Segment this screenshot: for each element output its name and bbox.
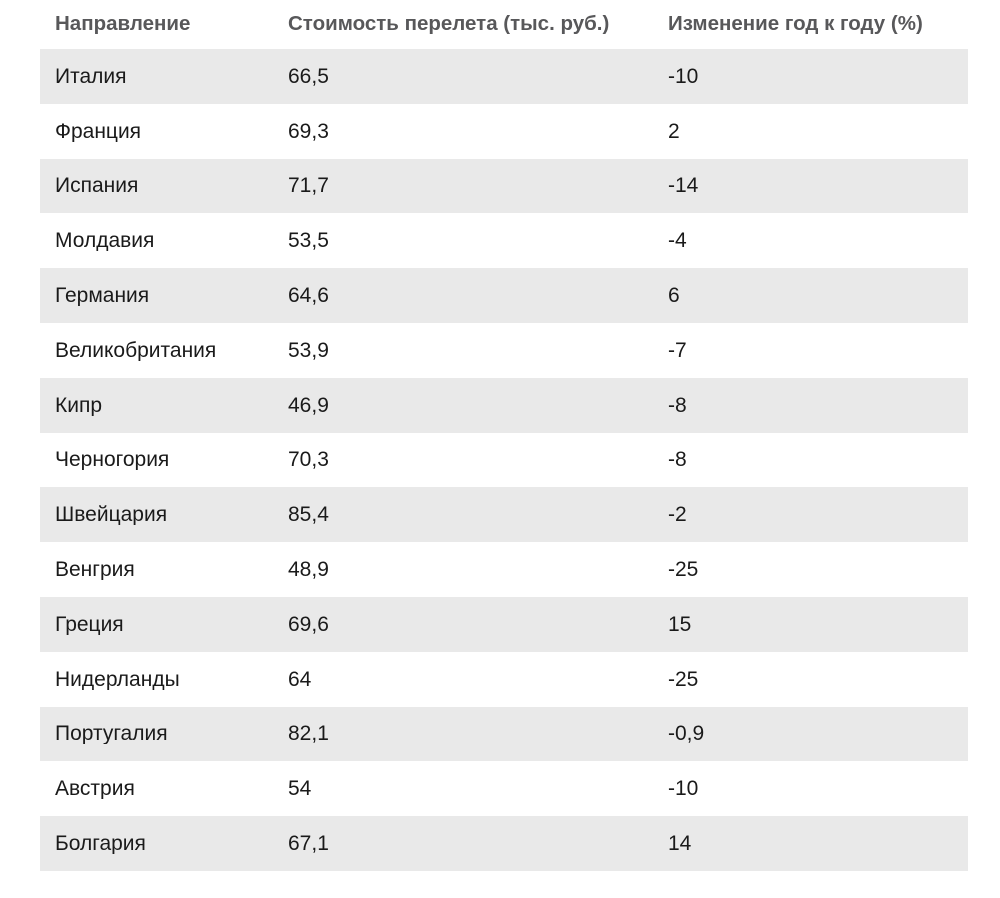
table-row: Молдавия 53,5 -4 <box>40 213 968 269</box>
cell-cost: 69,6 <box>288 613 329 635</box>
cell-cost: 66,5 <box>288 65 329 87</box>
column-header-destination: Направление <box>55 14 191 35</box>
cell-cost: 67,1 <box>288 833 329 855</box>
cell-cost: 53,5 <box>288 230 329 252</box>
cell-change: -8 <box>668 394 687 416</box>
column-header-cost: Стоимость перелета (тыс. руб.) <box>288 14 610 35</box>
cell-change: 14 <box>668 833 692 855</box>
column-header-change: Изменение год к году (%) <box>668 14 923 35</box>
cell-cost: 46,9 <box>288 394 329 416</box>
table-row: Нидерланды 64 -25 <box>40 651 968 707</box>
cell-change: 2 <box>668 120 680 142</box>
cell-destination: Греция <box>55 613 124 635</box>
table-row: Греция 69,6 15 <box>40 596 968 652</box>
table-row: Испания 71,7 -14 <box>40 158 968 214</box>
table-row: Португалия 82,1 -0,9 <box>40 706 968 762</box>
table-row: Франция 69,3 2 <box>40 103 968 159</box>
cell-cost: 70,3 <box>288 449 329 471</box>
cell-destination: Болгария <box>55 833 146 855</box>
cell-destination: Италия <box>55 65 127 87</box>
table-body: Италия 66,5 -10 Франция 69,3 2 Испания 71,7 -14 М… <box>40 49 968 871</box>
table-row: Германия 64,6 6 <box>40 268 968 323</box>
table-header-row: Направление Стоимость перелета (тыс. руб… <box>40 0 968 49</box>
cell-change: -4 <box>668 230 687 252</box>
cell-destination: Австрия <box>55 778 135 800</box>
cell-change: -0,9 <box>668 723 705 745</box>
table-row: Австрия 54 -10 <box>40 761 968 817</box>
table-row: Швейцария 85,4 -2 <box>40 487 968 543</box>
cell-destination: Португалия <box>55 723 168 745</box>
cell-cost: 64 <box>288 668 312 690</box>
cell-change: 15 <box>668 613 692 635</box>
cell-change: -7 <box>668 339 687 361</box>
cell-destination: Великобритания <box>55 339 217 361</box>
table-row: Кипр 46,9 -8 <box>40 377 968 433</box>
cell-destination: Кипр <box>55 394 103 416</box>
cell-cost: 69,3 <box>288 120 329 142</box>
cell-cost: 64,6 <box>288 285 329 307</box>
cell-change: 6 <box>668 285 680 307</box>
cell-cost: 71,7 <box>288 175 329 197</box>
cell-cost: 53,9 <box>288 339 329 361</box>
cell-destination: Черногория <box>55 449 170 471</box>
cell-cost: 85,4 <box>288 504 329 526</box>
table-row: Италия 66,5 -10 <box>40 49 968 104</box>
cell-destination: Швейцария <box>55 504 168 526</box>
cell-destination: Венгрия <box>55 559 135 581</box>
cell-change: -14 <box>668 175 699 197</box>
table-row: Венгрия 48,9 -25 <box>40 542 968 597</box>
cell-destination: Молдавия <box>55 230 155 252</box>
cell-destination: Испания <box>55 175 139 197</box>
cell-cost: 48,9 <box>288 559 329 581</box>
cell-destination: Нидерланды <box>55 668 180 690</box>
cell-change: -2 <box>668 504 687 526</box>
cell-cost: 82,1 <box>288 723 329 745</box>
table-row: Болгария 67,1 14 <box>40 816 968 871</box>
table-row: Черногория 70,3 -8 <box>40 432 968 488</box>
cell-change: -10 <box>668 778 699 800</box>
cell-cost: 54 <box>288 778 312 800</box>
cell-change: -25 <box>668 668 699 690</box>
flight-cost-table: Направление Стоимость перелета (тыс. руб… <box>40 0 968 871</box>
cell-destination: Германия <box>55 285 150 307</box>
table-row: Великобритания 53,9 -7 <box>40 322 968 378</box>
cell-change: -8 <box>668 449 687 471</box>
cell-destination: Франция <box>55 120 142 142</box>
cell-change: -25 <box>668 559 699 581</box>
cell-change: -10 <box>668 65 699 87</box>
